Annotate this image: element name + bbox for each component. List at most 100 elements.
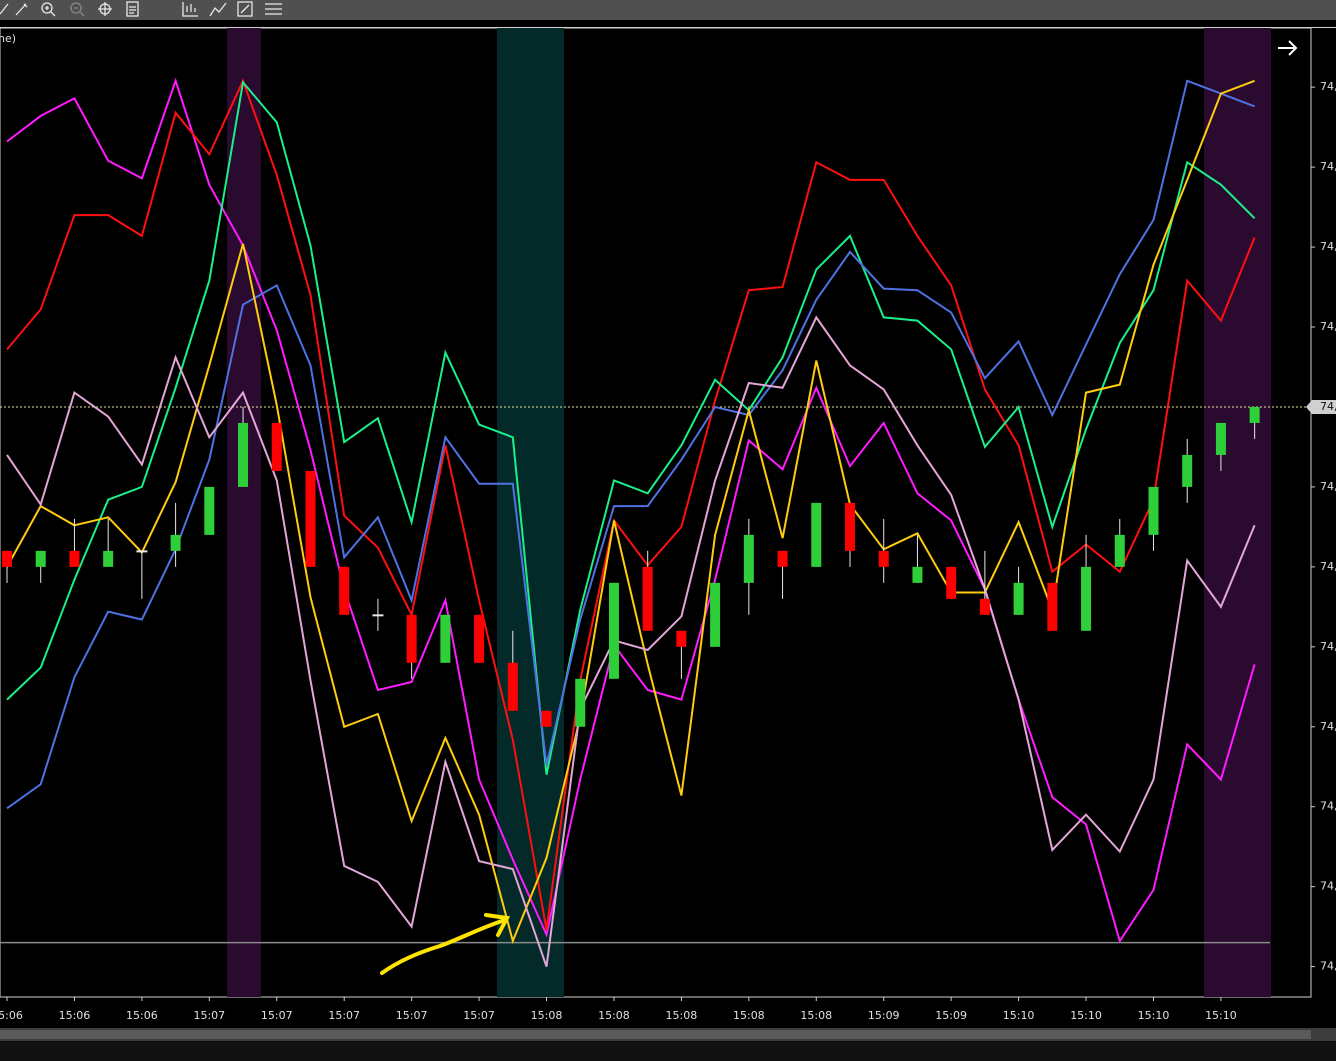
tool-zoom-out[interactable] [70, 2, 82, 14]
candle-body [1013, 582, 1024, 615]
candle-body [1182, 454, 1193, 487]
indicator-line [6, 80, 1256, 775]
tool-zoom-in[interactable] [41, 2, 53, 14]
tool-indicators[interactable] [209, 2, 227, 17]
y-tick-label: 74,4 [1320, 800, 1336, 813]
candle-body [710, 582, 721, 647]
tool-menu[interactable] [265, 3, 282, 15]
candle-body [811, 502, 822, 567]
candle-body [507, 662, 518, 711]
candle-body [1148, 486, 1159, 535]
last-price-tag [1306, 399, 1336, 414]
annotation-arrow [380, 913, 511, 975]
x-tick-label: 15:06 [59, 1009, 91, 1022]
indicator-line [6, 315, 1256, 967]
candle-body [35, 550, 46, 567]
y-tick-label: 74,5 [1320, 720, 1336, 733]
highlight-band [1204, 28, 1271, 997]
y-tick-label: 74,4 [1320, 880, 1336, 893]
x-tick-label: 15:08 [800, 1009, 832, 1022]
indicator-line [6, 79, 1255, 945]
candle-body [743, 534, 754, 583]
candle-body [912, 566, 923, 583]
y-tick-label: 74,8 [1320, 240, 1336, 253]
highlight-band [227, 28, 261, 997]
status-strip [0, 1041, 1336, 1061]
candle-body [1081, 566, 1092, 631]
last-price-label: 74,7 [1320, 400, 1336, 413]
x-tick-label: 15:08 [733, 1009, 765, 1022]
x-tick-label: 15:06 [126, 1009, 158, 1022]
candle-body [777, 550, 788, 567]
candle-body [1215, 422, 1226, 455]
candle-body [575, 678, 586, 727]
x-tick-label: 15:07 [261, 1009, 293, 1022]
candle-body [1249, 406, 1260, 423]
x-tick-label: 15:08 [598, 1009, 630, 1022]
candle-body [2, 550, 12, 567]
candle-body [170, 534, 181, 551]
y-tick-label: 74,6 [1320, 480, 1336, 493]
x-tick-label: 15:09 [868, 1009, 900, 1022]
candle-body [1047, 582, 1058, 631]
candle-body [136, 550, 148, 553]
scrollbar-thumb[interactable] [0, 1030, 1311, 1039]
tool-draw[interactable] [15, 3, 28, 16]
candle-body [339, 566, 350, 615]
plot [0, 77, 1311, 967]
x-tick-label: 15:07 [193, 1009, 225, 1022]
x-tick-label: 15:10 [1003, 1009, 1035, 1022]
candle-body [946, 566, 957, 599]
toolbar [0, 0, 1336, 20]
panel-gap [0, 20, 1336, 27]
candle-body [608, 582, 619, 679]
y-tick-label: 74,7 [1320, 320, 1336, 333]
candle-body [676, 630, 687, 647]
candle-body [474, 614, 485, 663]
candle-body [979, 598, 990, 615]
highlight-band [497, 28, 564, 997]
candle-body [845, 502, 855, 551]
x-tick-label: 15:06 [0, 1009, 23, 1022]
candle-body [238, 422, 249, 487]
candle-body [372, 614, 384, 617]
x-tick-label: 15:10 [1138, 1009, 1170, 1022]
candle-body [69, 550, 80, 567]
candle-body [406, 614, 417, 663]
x-tick-label: 15:10 [1070, 1009, 1102, 1022]
tool-chart-style[interactable] [182, 2, 198, 17]
x-tick-label: 15:07 [396, 1009, 428, 1022]
candle-body [271, 422, 282, 471]
x-tick-label: 15:08 [666, 1009, 698, 1022]
y-tick-label: 74,6 [1320, 560, 1336, 573]
tool-properties[interactable] [126, 1, 139, 17]
candle-body [642, 566, 653, 631]
toolbar-icons[interactable] [0, 1, 282, 17]
x-tick-label: 15:08 [531, 1009, 563, 1022]
candle-body [1114, 534, 1125, 567]
candle-body [541, 710, 552, 727]
indicator-line [6, 78, 1256, 930]
y-tick-label: 74,8 [1320, 160, 1336, 173]
x-tick-label: 15:10 [1205, 1009, 1237, 1022]
x-tick-label: 15:07 [328, 1009, 360, 1022]
candle-body [305, 470, 316, 567]
indicator-line [6, 79, 1255, 810]
candle-body [204, 486, 215, 535]
candle-body [878, 550, 889, 567]
tool-strategy[interactable] [237, 1, 253, 17]
plot-frame [0, 27, 1312, 998]
candle-body [440, 614, 451, 663]
scroll-right-button[interactable] [1278, 40, 1298, 56]
x-tick-label: 15:09 [935, 1009, 967, 1022]
indicator-line [6, 77, 1256, 944]
tool-cursor[interactable] [0, 3, 9, 15]
candle-body [103, 550, 114, 567]
y-tick-label: 74,3 [1320, 960, 1336, 973]
x-tick-label: 15:07 [463, 1009, 495, 1022]
y-tick-label: 74,5 [1320, 640, 1336, 653]
y-tick-label: 74,9 [1320, 80, 1336, 93]
indicator-label: ne) [0, 32, 16, 45]
